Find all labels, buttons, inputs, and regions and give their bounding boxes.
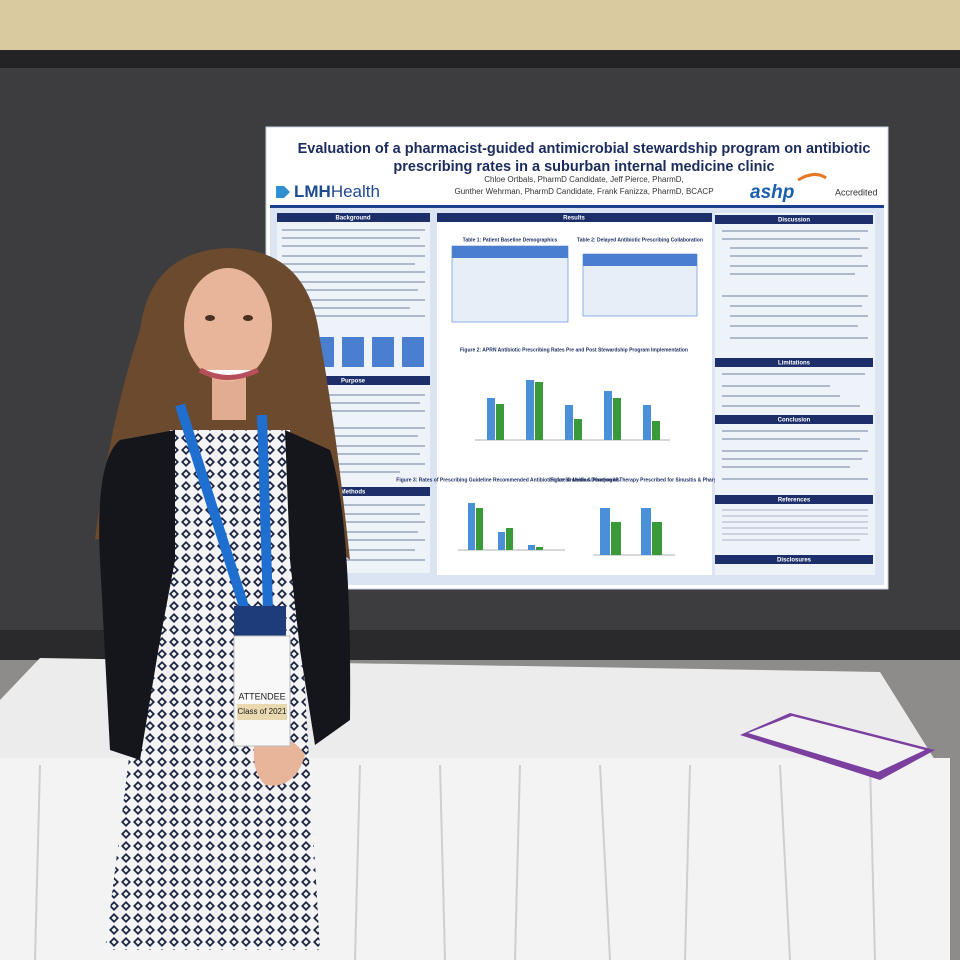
figure [600, 508, 610, 555]
section-header [277, 487, 430, 496]
figure [652, 522, 662, 555]
figure-title: Figure 4: Median Duration of Therapy Pre… [550, 477, 730, 483]
figure [652, 421, 660, 440]
figure [593, 508, 675, 556]
section-title: References [778, 498, 811, 504]
badge-band [237, 704, 287, 720]
cloth-folds [34, 764, 876, 960]
section-header [715, 555, 873, 564]
figure [611, 522, 621, 555]
section-header [715, 215, 873, 224]
logo-swoosh [797, 173, 827, 182]
cloth-folds [779, 764, 791, 960]
authors: Chloe Ortbals, PharmD Candidate, Jeff Pi… [484, 175, 684, 184]
figure [496, 404, 504, 440]
eye [205, 315, 215, 321]
text-lines [722, 430, 868, 480]
table-title: Table 2: Delayed Antibiotic Prescribing … [577, 237, 703, 243]
table-title: Table 1: Patient Baseline Demographics [463, 237, 558, 243]
table-head [452, 246, 568, 258]
figure [475, 380, 670, 441]
text-lines [722, 373, 865, 407]
figure [487, 398, 495, 440]
figure [641, 508, 651, 555]
cloth-folds [599, 764, 611, 960]
text-lines [722, 230, 868, 339]
table-head [583, 254, 697, 266]
figure-title: Figure 2: APRN Antibiotic Prescribing Ra… [460, 347, 688, 353]
cardigan [285, 430, 351, 745]
column [715, 213, 875, 575]
figure [604, 391, 612, 440]
section-title: Background [335, 216, 370, 222]
poster-title: Evaluation of a pharmacist-guided antimi… [298, 141, 871, 157]
cloth-folds [514, 764, 521, 960]
figure [613, 398, 621, 440]
section-header [715, 358, 873, 367]
wall [0, 0, 960, 55]
section-title: Purpose [341, 379, 366, 385]
workflow [342, 337, 364, 367]
figure [458, 503, 565, 551]
section-header [715, 415, 873, 424]
section-title: Conclusion [778, 418, 811, 424]
logo-rest: Health [331, 182, 380, 201]
badge-role: ATTENDEE [238, 691, 285, 701]
badge-class: Class of 2021 [238, 707, 287, 716]
figure [526, 380, 534, 440]
logo-left: LMHHealth [294, 182, 380, 201]
figure [468, 503, 475, 550]
text-lines [722, 509, 868, 541]
figure [565, 405, 573, 440]
section-title: Results [563, 216, 585, 222]
figure [535, 382, 543, 440]
workflow [372, 337, 394, 367]
lanyard [257, 414, 273, 611]
papers [748, 716, 925, 772]
figure [643, 405, 651, 440]
lmh-icon [276, 186, 290, 198]
badge [233, 635, 291, 747]
figure [506, 528, 513, 550]
logo-bold: LMH [294, 182, 331, 201]
poster-title: prescribing rates in a suburban internal… [393, 159, 774, 175]
section-title: Limitations [778, 361, 811, 367]
poster: Evaluation of a pharmacist-guided antimi… [265, 126, 889, 590]
cloth-folds [439, 764, 446, 960]
workflow [402, 337, 424, 367]
cloth-folds [684, 764, 691, 960]
board-frame [0, 50, 960, 68]
figure [476, 508, 483, 550]
figure [498, 532, 505, 550]
cloth-folds [869, 764, 876, 960]
cloth-folds [354, 764, 361, 960]
figure [528, 545, 535, 550]
table [451, 245, 569, 323]
figure [536, 547, 543, 550]
section-title: Disclosures [777, 558, 812, 564]
hands [253, 737, 305, 786]
section-title: Discussion [778, 218, 810, 224]
badge-holder [234, 606, 286, 638]
figure [574, 419, 582, 440]
person: ATTENDEE Class of 2021 [95, 248, 351, 950]
section-title: Methods [341, 490, 366, 496]
section-header [277, 376, 430, 385]
authors: Gunther Wehrman, PharmD Candidate, Frank… [454, 187, 713, 196]
section-header [437, 213, 712, 222]
section-header [715, 495, 873, 504]
lanyard [175, 403, 250, 612]
cardigan [99, 430, 175, 760]
logo-right: ashp [750, 182, 794, 203]
accredited: Accredited [835, 187, 878, 197]
face [184, 268, 272, 382]
divider [270, 205, 884, 208]
cloth-folds [34, 764, 41, 960]
eye [243, 315, 253, 321]
section-header [277, 213, 430, 222]
smile [198, 367, 260, 380]
figure-title: Figure 3: Rates of Prescribing Guideline… [396, 477, 620, 483]
workflow [312, 337, 424, 367]
